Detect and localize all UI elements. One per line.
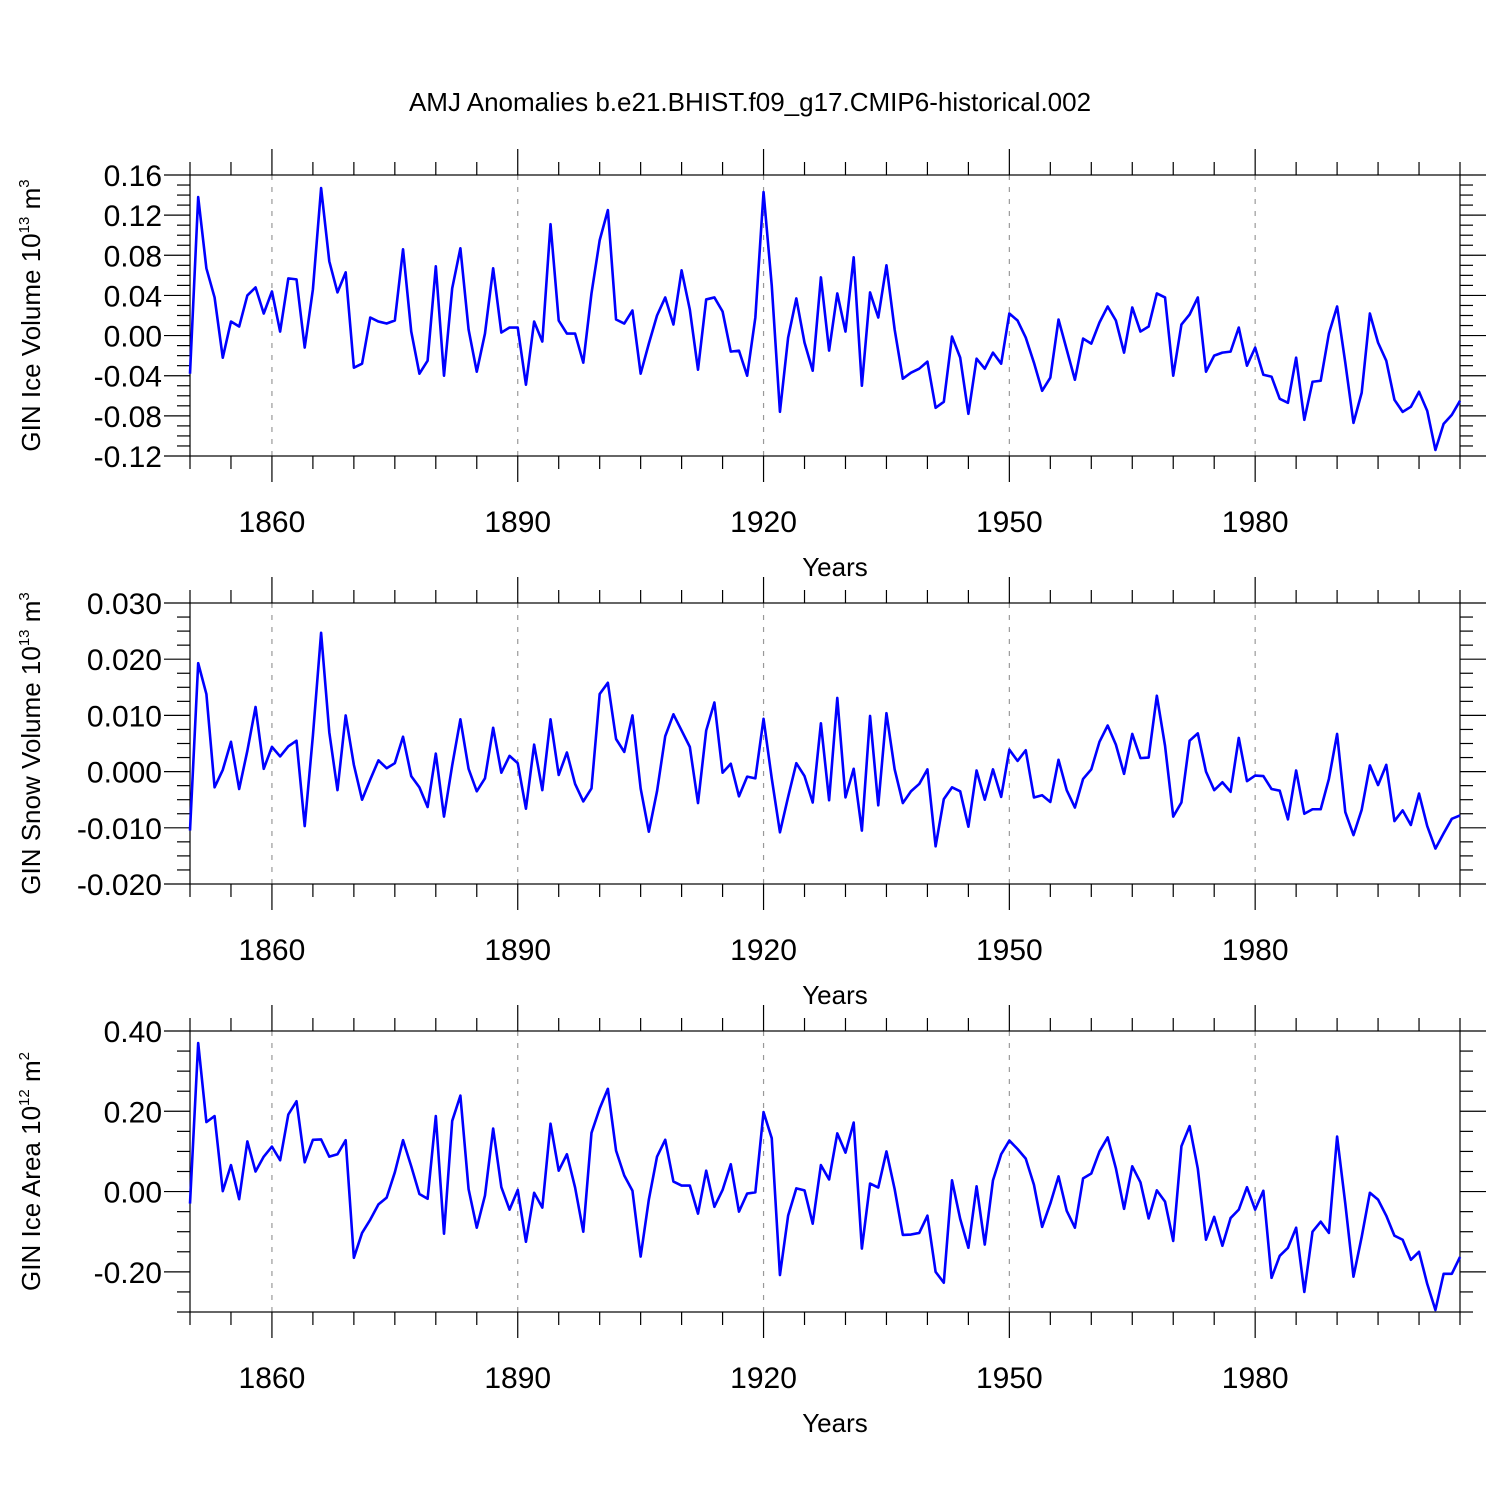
x-tick-label: 1950 bbox=[976, 506, 1043, 539]
x-tick-label: 1890 bbox=[484, 506, 551, 539]
y-tick-label: -0.04 bbox=[94, 361, 162, 394]
x-tick-label: 1950 bbox=[976, 1362, 1043, 1395]
x-tick-label: 1920 bbox=[730, 1362, 797, 1395]
y-tick-label: 0.20 bbox=[104, 1096, 162, 1129]
y-tick-label: 0.16 bbox=[104, 160, 162, 193]
y-tick-label: 0.00 bbox=[104, 1177, 162, 1210]
y-axis-label: GIN Snow Volume 1013 m3 bbox=[16, 592, 46, 895]
y-tick-label: -0.08 bbox=[94, 401, 162, 434]
y-tick-label: 0.00 bbox=[104, 321, 162, 354]
x-tick-label: 1980 bbox=[1222, 506, 1289, 539]
y-tick-label: -0.010 bbox=[77, 813, 162, 846]
panel-3: 1860 1890 1920 1950 1980 -0.20 0.00 0.20 0.40 GIN… bbox=[16, 1005, 1486, 1438]
x-tick-label: 1860 bbox=[239, 506, 306, 539]
y-tick-label: 0.08 bbox=[104, 240, 162, 273]
y-tick-label: -0.20 bbox=[94, 1257, 162, 1290]
x-axis-label: Years bbox=[802, 980, 868, 1010]
y-tick-label: 0.030 bbox=[87, 588, 162, 621]
y-tick-label: 0.40 bbox=[104, 1016, 162, 1049]
y-tick-label: -0.020 bbox=[77, 869, 162, 902]
x-axis-label: Years bbox=[802, 552, 868, 582]
y-axis-label: GIN Ice Volume 1013 m3 bbox=[16, 179, 46, 451]
y-tick-label: 0.12 bbox=[104, 200, 162, 233]
plot-frame bbox=[189, 602, 1461, 885]
series-line bbox=[188, 631, 1461, 850]
x-tick-label: 1920 bbox=[730, 506, 797, 539]
panel-1: 1860 1890 1920 1950 1980 -0.12 -0.08 -0.04 0.00 0… bbox=[16, 149, 1486, 582]
series-line bbox=[188, 186, 1462, 452]
y-tick-label: 0.020 bbox=[87, 644, 162, 677]
x-axis-label: Years bbox=[802, 1408, 868, 1438]
x-tick-label: 1860 bbox=[239, 934, 306, 967]
chart-title: AMJ Anomalies b.e21.BHIST.f09_g17.CMIP6-… bbox=[409, 87, 1091, 117]
y-tick-label: 0.04 bbox=[104, 280, 162, 313]
y-axis-label: GIN Ice Area 1012 m2 bbox=[16, 1052, 46, 1291]
panels: 1860 1890 1920 1950 1980-0.12-0.08-0.040.000… bbox=[16, 149, 1486, 1438]
x-tick-label: 1890 bbox=[484, 934, 551, 967]
y-tick-label: -0.12 bbox=[94, 441, 162, 474]
x-tick-label: 1920 bbox=[730, 934, 797, 967]
x-tick-label: 1980 bbox=[1222, 1362, 1289, 1395]
y-tick-label: 0.000 bbox=[87, 757, 162, 790]
x-tick-label: 1950 bbox=[976, 934, 1043, 967]
x-tick-label: 1890 bbox=[484, 1362, 551, 1395]
x-tick-label: 1860 bbox=[239, 1362, 306, 1395]
y-tick-label: 0.010 bbox=[87, 700, 162, 733]
panel-2: 1860 1890 1920 1950 1980 -0.020 -0.010 0.000 0.0… bbox=[16, 577, 1486, 1010]
x-tick-label: 1980 bbox=[1222, 934, 1289, 967]
series-line bbox=[188, 1041, 1462, 1312]
